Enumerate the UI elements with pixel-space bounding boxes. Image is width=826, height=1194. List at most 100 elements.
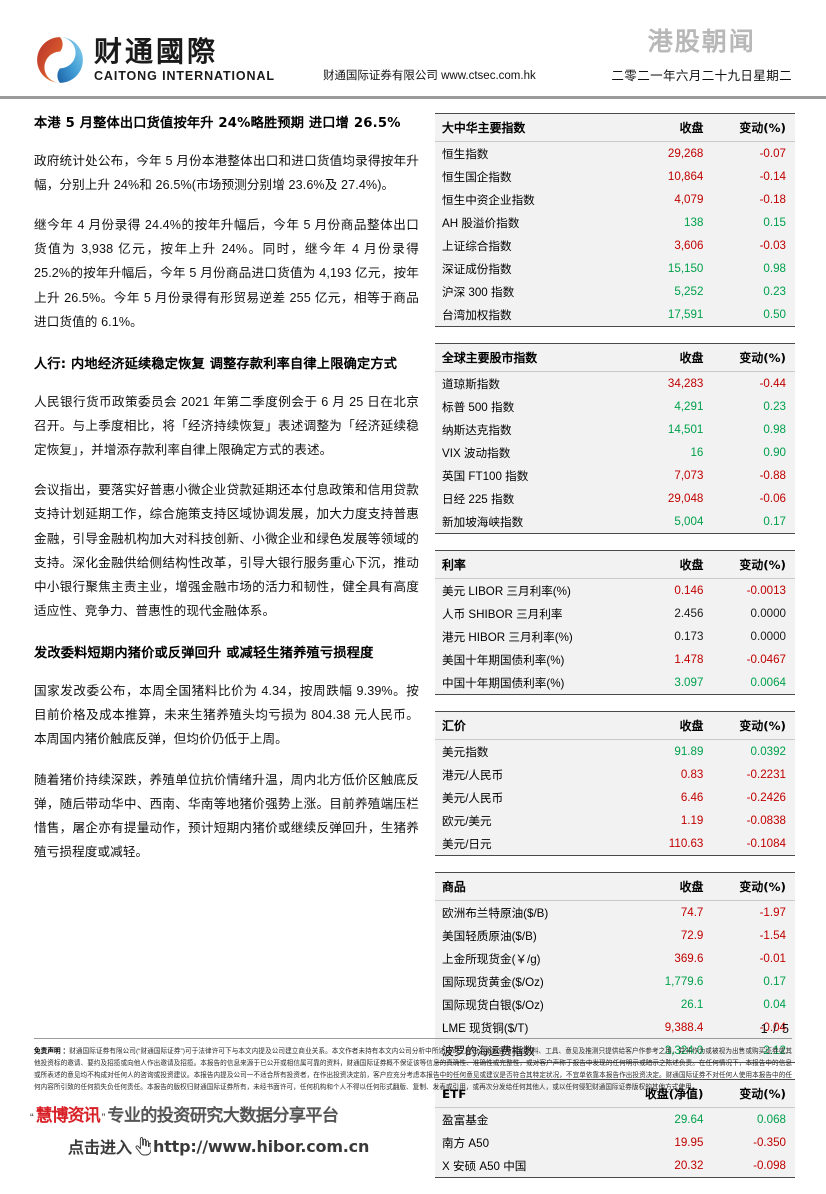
table-row: 沪深 300 指数 5,252 0.23	[435, 280, 795, 303]
article-paragraph: 人民银行货币政策委员会 2021 年第二季度例会于 6 月 25 日在北京召开。…	[34, 394, 419, 458]
cell-change-percent: -0.350	[753, 1136, 786, 1149]
article-paragraph: 随着猪价持续深跌，养殖单位抗价情绪升温，周内北方低价区触底反弹，随后带动华中、西…	[34, 772, 419, 860]
col-header-name: 汇价	[435, 711, 637, 740]
cell-instrument-name: 上证综合指数	[442, 239, 512, 253]
cell-change-percent: -1.97	[759, 906, 786, 919]
cell-close-value: 110.63	[636, 832, 720, 856]
table-row: 美元指数 91.89 0.0392	[435, 740, 795, 764]
table-row: 美元/日元 110.63 -0.1084	[435, 832, 795, 856]
cell-change-percent: -0.03	[759, 239, 786, 252]
table-row: LME 现货铜($/T) 9,388.4 -0.04	[435, 1016, 795, 1039]
cell-close-value: 29.64	[674, 1113, 704, 1126]
cell-close-value: 1.478	[674, 653, 704, 666]
cell-close-value: 16	[690, 446, 704, 459]
cell-instrument-name: 标普 500 指数	[442, 400, 515, 414]
cell-close-value: 29,268	[667, 147, 704, 160]
cell-change-percent: 0.17	[763, 975, 786, 988]
cell-change-percent: 0.17	[719, 510, 795, 534]
cell-close-value: 0.173	[674, 630, 704, 643]
cell-change-percent: 0.0000	[750, 607, 786, 620]
page-content: 本港 5 月整体出口货值按年升 24%略胜预期 进口增 26.5% 政府统计处公…	[0, 99, 826, 1194]
cell-change-percent: -0.1084	[719, 832, 795, 856]
col-header-change: 变动(%)	[719, 872, 795, 901]
table-row: 美国轻质原油($/B) 72.9 -1.54	[435, 924, 795, 947]
col-header-close: 收盘	[636, 550, 720, 579]
cell-close-value: 29,048	[667, 492, 704, 505]
publication-date: 二零二一年六月二十九日星期二	[611, 69, 792, 83]
page-masthead: 财通國際 CAITONG INTERNATIONAL 财通国际证券有限公司 ww…	[0, 0, 826, 92]
table-header-row: 汇价 收盘 变动(%)	[435, 711, 795, 740]
cell-change-percent: 0.90	[763, 446, 786, 459]
table-row: AH 股溢价指数 138 0.15	[435, 211, 795, 234]
cell-close-value: 14,501	[667, 423, 704, 436]
article-paragraph: 政府统计处公布，今年 5 月份本港整体出口和进口货值均录得按年升幅，分别上升 2…	[34, 153, 419, 192]
cell-change-percent: -0.0838	[746, 814, 786, 827]
table-row: 港元 HIBOR 三月利率(%) 0.173 0.0000	[435, 625, 795, 648]
cell-change-percent: 2.12	[719, 1039, 795, 1063]
cell-close-value: 9,388.4	[664, 1021, 704, 1034]
cell-change-percent: -0.098	[719, 1154, 795, 1178]
article-title: 发改委料短期内猪价或反弹回升 或减轻生猪养殖亏损程度	[34, 646, 374, 662]
table-row: 港元/人民币 0.83 -0.2231	[435, 763, 795, 786]
cell-close-value: 74.7	[680, 906, 704, 919]
cell-close-value: 20.32	[636, 1154, 720, 1178]
cell-change-percent: 0.04	[763, 998, 786, 1011]
table-row: 南方 A50 19.95 -0.350	[435, 1131, 795, 1154]
article-title: 人行: 内地经济延续稳定恢复 调整存款利率自律上限确定方式	[34, 356, 398, 372]
article-paragraph: 继今年 4 月份录得 24.4%的按年升幅后，今年 5 月份商品整体出口货值为 …	[34, 218, 419, 329]
cell-close-value: 6.46	[680, 791, 704, 804]
table-row: 上金所现货金(￥/g) 369.6 -0.01	[435, 947, 795, 970]
col-header-name: ETF	[435, 1079, 637, 1108]
caitong-swirl-logo-icon	[34, 34, 86, 86]
articles-column: 本港 5 月整体出口货值按年升 24%略胜预期 进口增 26.5% 政府统计处公…	[34, 113, 419, 880]
cell-change-percent: -0.14	[759, 170, 786, 183]
cell-change-percent: 0.0064	[719, 671, 795, 695]
cell-instrument-name: X 安硕 A50 中国	[435, 1154, 637, 1178]
cell-change-percent: 0.0000	[750, 630, 786, 643]
cell-change-percent: -0.2426	[746, 791, 786, 804]
cell-instrument-name: 上金所现货金(￥/g)	[442, 952, 541, 966]
col-header-name: 商品	[435, 872, 637, 901]
table-row: 日经 225 指数 29,048 -0.06	[435, 487, 795, 510]
cell-close-value: 5,004	[636, 510, 720, 534]
disclaimer-divider	[34, 1038, 792, 1039]
cell-close-value: 72.9	[680, 929, 704, 942]
table-global-indices: 全球主要股市指数 收盘 变动(%) 道琼斯指数 34,283 -0.44 标普 500…	[435, 343, 795, 534]
table-row: 美元/人民币 6.46 -0.2426	[435, 786, 795, 809]
cell-close-value: 26.1	[680, 998, 704, 1011]
cell-close-value: 3.097	[636, 671, 720, 695]
cell-instrument-name: 美元/人民币	[442, 791, 504, 805]
cell-change-percent: 0.23	[763, 400, 786, 413]
col-header-change: 变动(%)	[719, 1079, 795, 1108]
brand-text-block: 财通國際 CAITONG INTERNATIONAL	[94, 34, 275, 83]
cell-change-percent: 0.068	[756, 1113, 786, 1126]
cell-instrument-name: 美元指数	[442, 745, 489, 759]
cell-close-value: 19.95	[674, 1136, 704, 1149]
table-row: 恒生中资企业指数 4,079 -0.18	[435, 188, 795, 211]
cell-instrument-name: 中国十年期国债利率(%)	[435, 671, 637, 695]
cell-close-value: 0.146	[674, 584, 704, 597]
col-header-close: 收盘	[636, 872, 720, 901]
col-header-change: 变动(%)	[719, 550, 795, 579]
disclaimer-text: 财通国际证券有限公司(“财通国际证券”)可于法律许可下与本文内提及公司建立商业关…	[34, 1048, 792, 1091]
table-header-row: 全球主要股市指数 收盘 变动(%)	[435, 343, 795, 372]
cell-instrument-name: 美元/日元	[435, 832, 637, 856]
table-commodities: 商品 收盘 变动(%) 欧洲布兰特原油($/B) 74.7 -1.97 美国轻质原油(…	[435, 872, 795, 1063]
table-header-row: 商品 收盘 变动(%)	[435, 872, 795, 901]
col-header-close: 收盘(净值)	[636, 1079, 720, 1108]
market-data-column: 大中华主要指数 收盘 变动(%) 恒生指数 29,268 -0.07 恒生国企指数 10…	[435, 113, 795, 1194]
table-row: 美国十年期国债利率(%) 1.478 -0.0467	[435, 648, 795, 671]
cell-instrument-name: 港元 HIBOR 三月利率(%)	[442, 630, 573, 644]
cell-change-percent: 0.98	[763, 262, 786, 275]
table-row: 上证综合指数 3,606 -0.03	[435, 234, 795, 257]
cell-close-value: 91.89	[674, 745, 704, 758]
brand-name-cn: 财通國際	[94, 34, 219, 68]
cell-instrument-name: 国际现货黄金($/Oz)	[442, 975, 544, 989]
cell-change-percent: 0.98	[763, 423, 786, 436]
cell-change-percent: 0.50	[719, 303, 795, 327]
table-row: 纳斯达克指数 14,501 0.98	[435, 418, 795, 441]
cell-instrument-name: 港元/人民币	[442, 768, 504, 782]
cell-instrument-name: 国际现货白银($/Oz)	[442, 998, 544, 1012]
table-row: 新加坡海峡指数 5,004 0.17	[435, 510, 795, 534]
table-body: 盈富基金 29.64 0.068 南方 A50 19.95 -0.350 X 安硕 A50 …	[435, 1108, 795, 1178]
